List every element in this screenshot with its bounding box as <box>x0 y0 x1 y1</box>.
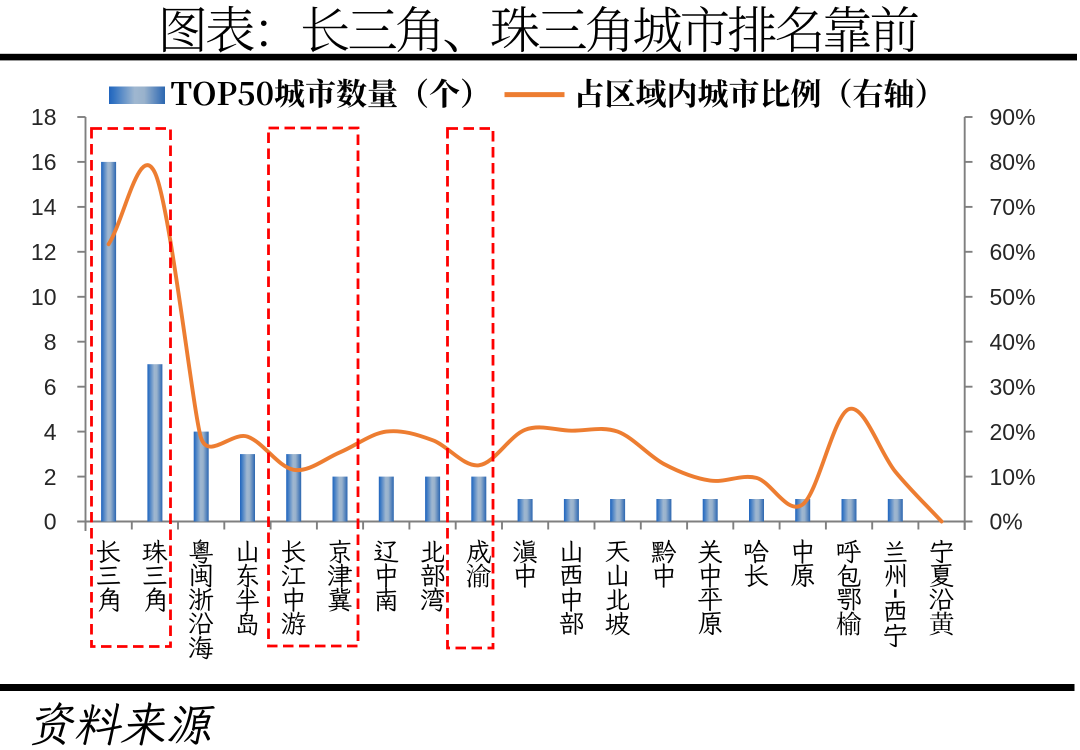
svg-text:50%: 50% <box>990 284 1036 310</box>
svg-text:8: 8 <box>44 329 57 355</box>
svg-text:12: 12 <box>31 239 57 265</box>
svg-text:6: 6 <box>44 374 57 400</box>
svg-text:0%: 0% <box>990 509 1023 535</box>
svg-text:10: 10 <box>31 284 57 310</box>
svg-text:18: 18 <box>31 104 57 130</box>
svg-text:14: 14 <box>31 194 57 220</box>
svg-text:20%: 20% <box>990 419 1036 445</box>
svg-text:4: 4 <box>44 419 57 445</box>
svg-text:70%: 70% <box>990 194 1036 220</box>
svg-text:0: 0 <box>44 509 57 535</box>
svg-text:40%: 40% <box>990 329 1036 355</box>
svg-text:2: 2 <box>44 464 57 490</box>
svg-text:16: 16 <box>31 149 57 175</box>
svg-text:80%: 80% <box>990 149 1036 175</box>
svg-text:90%: 90% <box>990 104 1036 130</box>
svg-text:10%: 10% <box>990 464 1036 490</box>
svg-text:30%: 30% <box>990 374 1036 400</box>
svg-text:60%: 60% <box>990 239 1036 265</box>
